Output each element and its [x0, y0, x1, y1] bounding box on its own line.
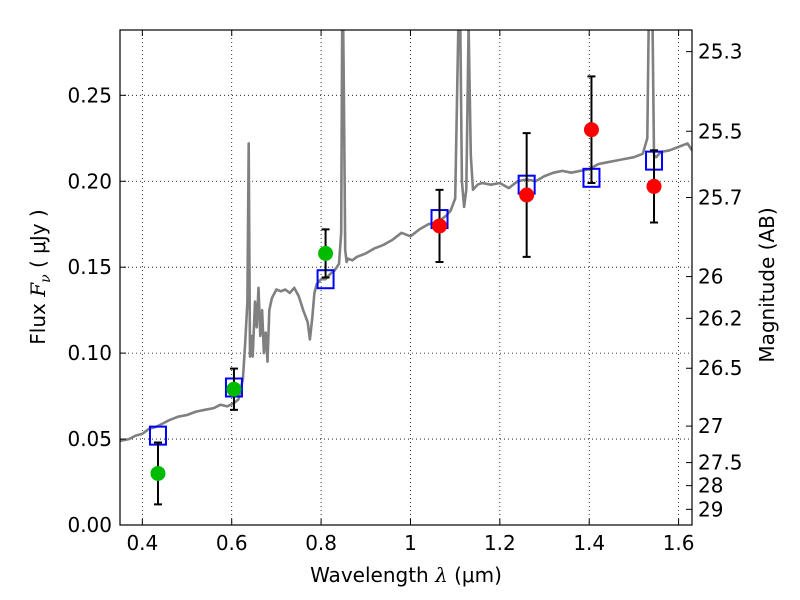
y-tick-label: 0.00: [67, 513, 112, 537]
observed-point: [150, 465, 166, 481]
x-axis-label: Wavelength λ (μm): [310, 563, 502, 587]
y2-tick-label: 26: [698, 265, 723, 289]
observed-point: [318, 245, 334, 261]
plot-background: [120, 30, 692, 525]
y2-tick-label: 25.5: [698, 119, 743, 143]
series-layer: [120, 30, 692, 443]
x-tick-label: 1.4: [573, 531, 605, 555]
y2-tick-label: 25.3: [698, 40, 743, 64]
observed-point: [646, 178, 662, 194]
y2-tick-label: 28: [698, 474, 723, 498]
y-axis-label: Flux Fν ( μJy ): [26, 209, 54, 344]
y-tick-label: 0.15: [67, 255, 112, 279]
x-tick-label: 1.2: [484, 531, 516, 555]
y2-tick-label: 29: [698, 497, 723, 521]
y-tick-label: 0.10: [67, 341, 112, 365]
y2-tick-label: 26.5: [698, 356, 743, 380]
observed-point: [583, 122, 599, 138]
y-tick-label: 0.25: [67, 83, 112, 107]
observed-point: [432, 218, 448, 234]
x-tick-label: 0.6: [216, 531, 248, 555]
observed-point: [226, 381, 242, 397]
y2-tick-label: 27: [698, 414, 723, 438]
ticks: 0.4 0.6 0.8 1 1.2 1.4 1.6 0.00 0.05 0.10 0.15 0.20 0…: [67, 30, 743, 555]
marker-layer: [148, 75, 664, 506]
x-tick-label: 0.8: [305, 531, 337, 555]
y2-axis-label: Magnitude (AB): [755, 207, 779, 362]
x-tick-label: 1.6: [663, 531, 695, 555]
y-tick-label: 0.20: [67, 169, 112, 193]
plot-frame: [119, 29, 693, 526]
y2-tick-label: 27.5: [698, 451, 743, 475]
y2-tick-label: 26.2: [698, 306, 743, 330]
y2-tick-label: 25.7: [698, 185, 743, 209]
x-tick-label: 1: [404, 531, 417, 555]
observed-point: [519, 187, 535, 203]
spectrum-line: [120, 30, 692, 443]
x-tick-label: 0.4: [126, 531, 158, 555]
y-tick-label: 0.05: [67, 427, 112, 451]
